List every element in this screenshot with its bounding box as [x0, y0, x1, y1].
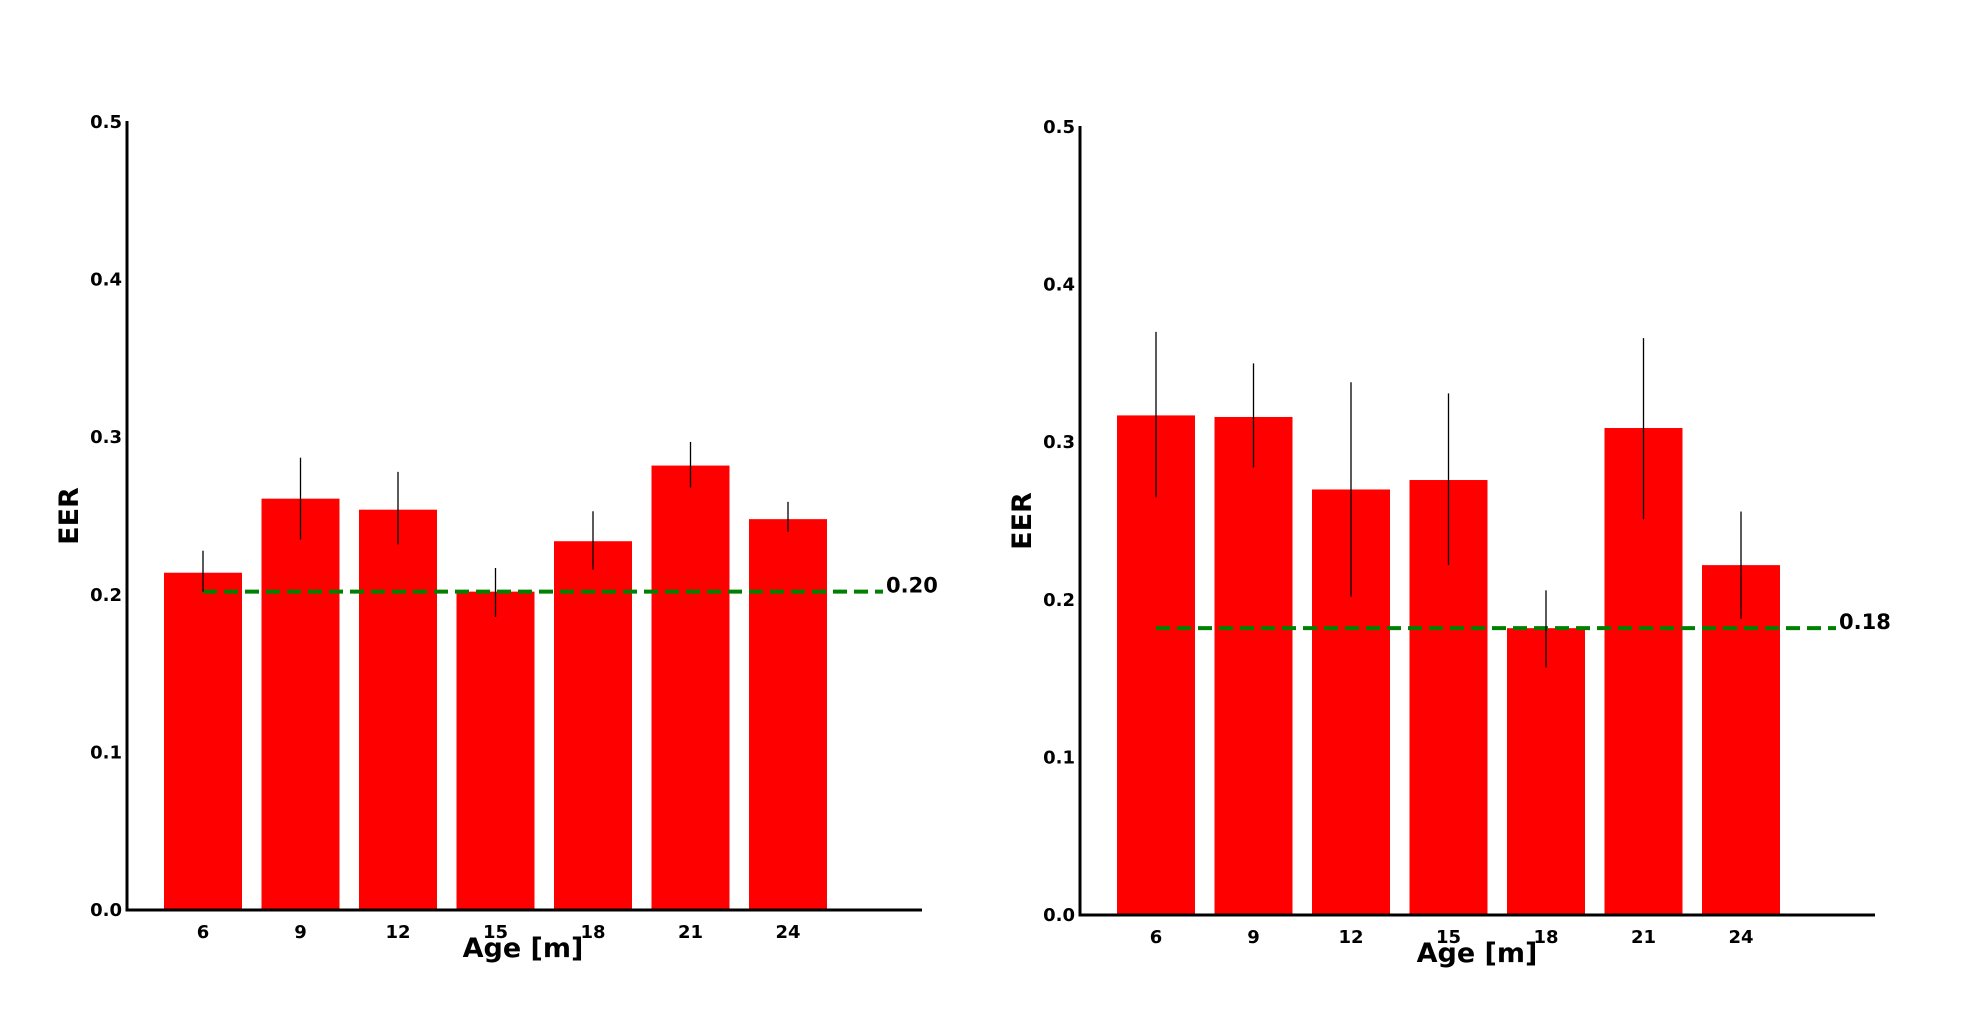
y-tick-label: 0.2 [90, 585, 122, 606]
y-tick-label: 0.5 [1043, 117, 1075, 138]
reference-line-label: 0.18 [1839, 610, 1891, 634]
y-tick-label: 0.3 [1043, 432, 1075, 453]
bar-12 [359, 509, 437, 910]
left-chart-panel: 0.20 0.0 0.1 0.2 0.3 0.4 0.5 6 9 12 15 18 21 24 Age [m… [54, 112, 938, 964]
x-tick-label: 12 [385, 922, 410, 943]
y-tick-label: 0.1 [90, 742, 122, 763]
x-tick-label: 15 [483, 922, 508, 943]
x-tick-label: 21 [1631, 927, 1656, 948]
y-tick-label: 0.0 [90, 900, 122, 921]
bar-15 [456, 591, 535, 910]
x-tick-label: 12 [1338, 927, 1363, 948]
x-tick-label: 9 [1247, 927, 1260, 948]
bar-9 [261, 498, 340, 910]
bar-21 [651, 465, 730, 910]
y-tick-label: 0.1 [1043, 747, 1075, 768]
x-tick-label: 24 [1728, 927, 1753, 948]
x-tick-label: 6 [1150, 927, 1163, 948]
y-axis-title: EER [54, 487, 85, 545]
y-tick-label: 0.3 [90, 427, 122, 448]
y-tick-label: 0.4 [1043, 275, 1075, 296]
y-tick-label: 0.4 [90, 270, 122, 291]
y-tick-label: 0.0 [1043, 905, 1075, 926]
x-tick-label: 18 [580, 922, 605, 943]
bar-24 [749, 519, 827, 910]
y-axis-title: EER [1007, 492, 1038, 550]
right-chart-panel: 0.18 0.0 0.1 0.2 0.3 0.4 0.5 6 9 12 15 18 21 24 Age [m… [1007, 117, 1891, 969]
x-tick-label: 9 [294, 922, 307, 943]
bar-24 [1702, 565, 1780, 915]
y-tick-label: 0.5 [90, 112, 122, 133]
reference-line-label: 0.20 [886, 574, 938, 598]
x-tick-label: 24 [775, 922, 800, 943]
x-axis-title: Age [m] [463, 933, 584, 964]
x-tick-label: 6 [197, 922, 210, 943]
bar-18 [554, 541, 632, 910]
y-tick-label: 0.2 [1043, 590, 1075, 611]
x-axis-title: Age [m] [1417, 938, 1538, 969]
bar-6 [1117, 415, 1195, 915]
x-tick-label: 15 [1436, 927, 1461, 948]
x-tick-label: 21 [678, 922, 703, 943]
bar-18 [1507, 628, 1585, 915]
x-tick-label: 18 [1533, 927, 1558, 948]
bar-6 [164, 572, 242, 910]
bar-9 [1214, 416, 1293, 915]
